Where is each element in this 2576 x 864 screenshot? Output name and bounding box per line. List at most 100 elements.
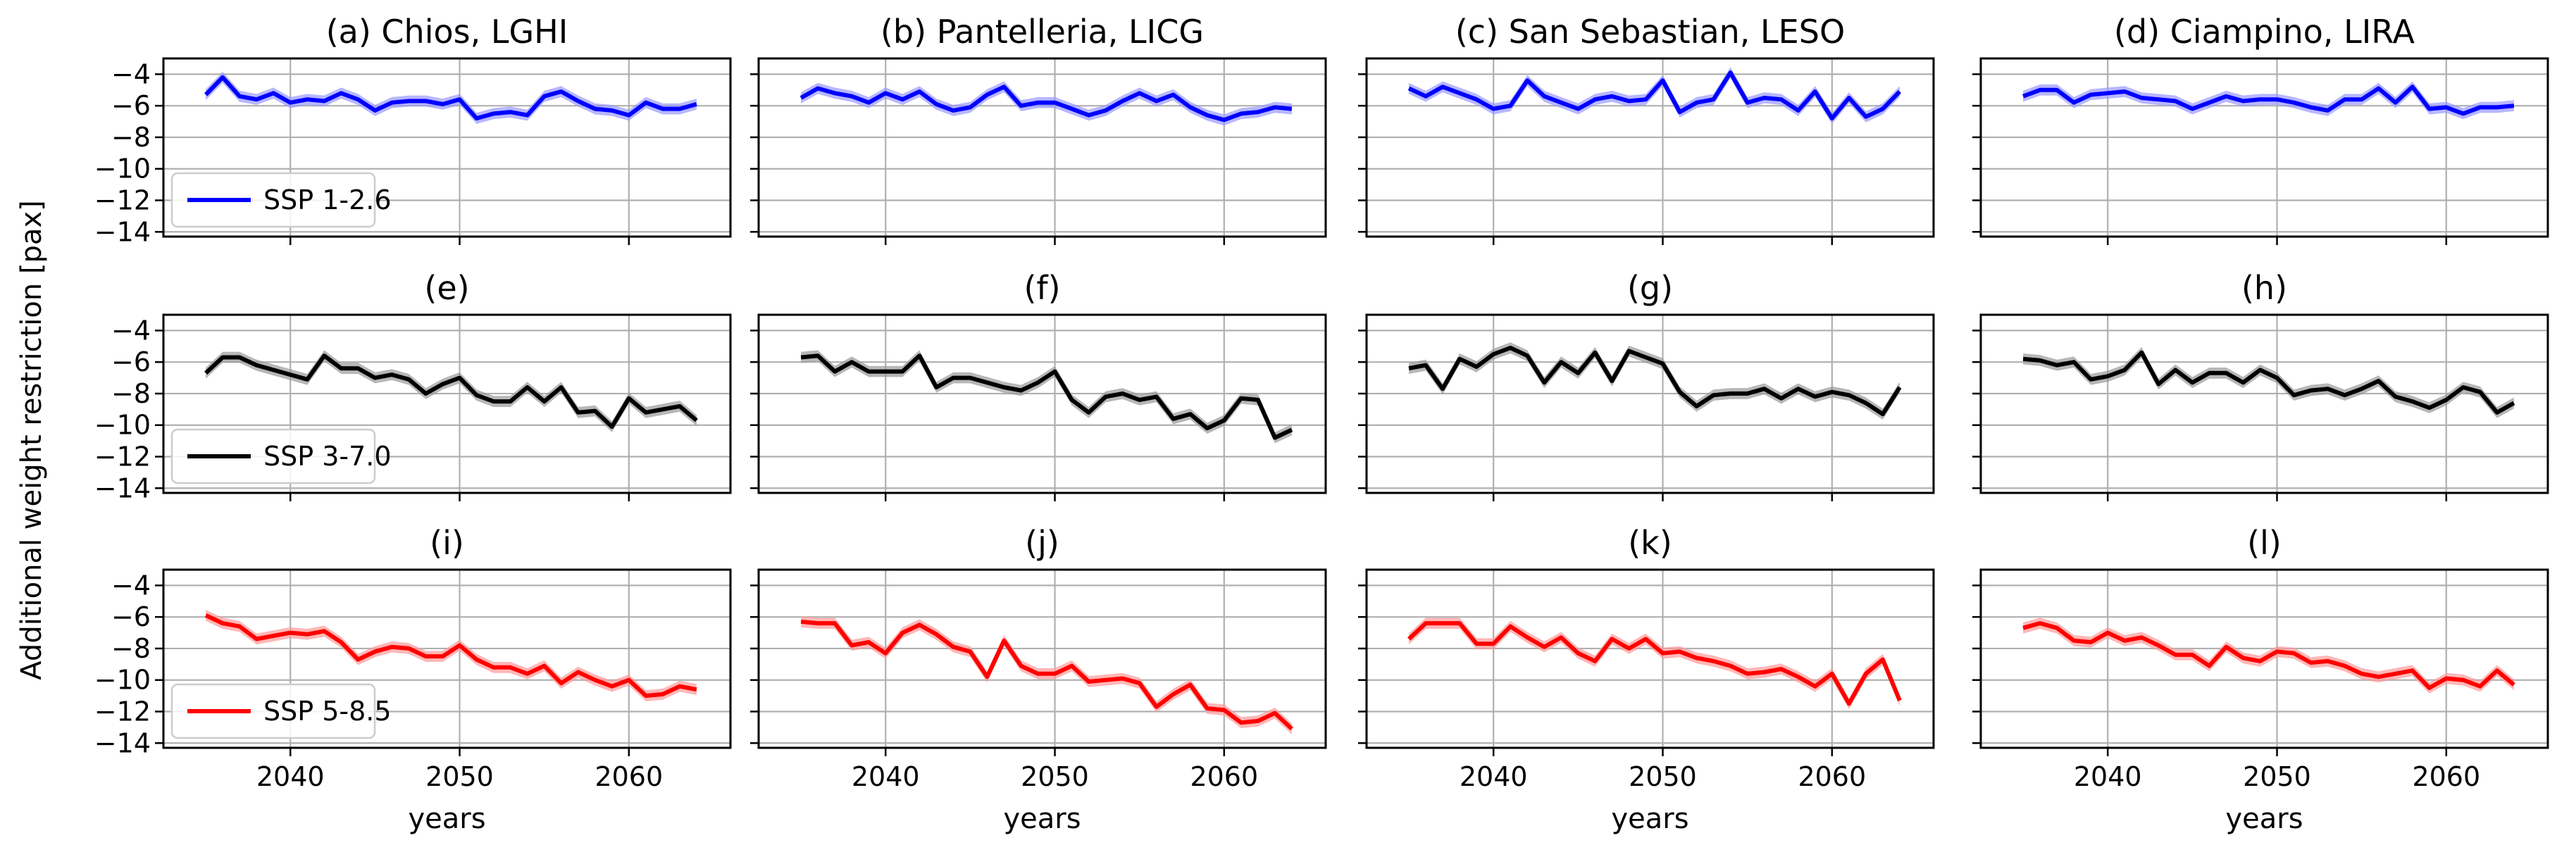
x-tick-label: 2050 [425,761,494,792]
panel-e: (e) −14−12−10−8−6−4 SSP 3-7.0 [94,269,732,503]
panel-g: (g) [1358,269,1935,501]
data-point [1645,99,1647,101]
data-point [1865,115,1867,118]
data-point [1459,92,1461,94]
y-tick-label: −6 [111,90,151,121]
data-point [1172,94,1174,96]
y-tick-label: −8 [111,633,151,664]
data-point [526,672,528,675]
data-point [1105,396,1107,398]
data-point [1138,92,1140,94]
panel-f: (f) [750,269,1327,501]
data-point [2107,375,2109,377]
data-point [1037,672,1039,675]
data-point [408,647,410,649]
panel-title: (i) [430,524,464,562]
data-point [2225,95,2227,97]
data-point [273,92,275,94]
data-point [239,625,241,627]
panel-title: (f) [1023,269,1060,307]
data-point [2208,101,2210,104]
data-point [2090,378,2092,380]
data-point [969,377,971,379]
data-point [357,99,359,101]
data-point [2141,96,2143,99]
data-point [2141,637,2143,639]
data-point [2022,627,2024,629]
data-point [1814,91,1816,93]
data-point [2124,369,2126,371]
y-tick-label: −14 [94,472,151,503]
data-point [205,614,207,616]
legend-box [170,683,376,739]
data-point [1560,101,1562,104]
series-line [204,353,698,429]
data-point [969,651,971,653]
data-point [374,377,376,379]
data-point [1442,86,1444,88]
data-point [509,111,511,113]
legend: SSP 3-7.0 [170,428,392,484]
data-point [306,378,309,380]
data-point [661,693,664,695]
data-point [594,679,596,681]
panel-b: (b) Pantelleria, LICG [750,13,1327,245]
data-point [1476,99,1478,101]
data-point [1898,386,1900,388]
data-point [2208,372,2210,374]
data-point [1797,388,1799,390]
data-point [2259,369,2261,371]
data-point [817,622,819,625]
data-point [340,641,342,643]
data-point [2462,386,2464,388]
legend-box [170,172,376,228]
data-point [611,109,613,111]
data-point [645,695,647,697]
series-line [2022,350,2515,415]
data-point [1645,638,1647,640]
data-point [1780,668,1782,670]
data-point [2377,676,2379,678]
data-point [1206,708,1208,710]
data-point [543,401,545,403]
x-axis-label: years [1003,803,1081,835]
data-point [2141,351,2143,353]
uncertainty-band [801,350,1292,444]
data-point [239,356,241,358]
data-point [611,425,613,427]
data-point [2073,639,2075,641]
data-point [1189,684,1191,686]
data-point [2428,108,2430,110]
data-point [2158,383,2160,385]
data-point [2073,101,2075,104]
data-point [1526,637,1529,639]
data-point [661,108,664,110]
x-tick-label: 2050 [1629,761,1697,792]
data-point [2479,685,2481,687]
data-point [661,408,664,411]
data-point [2174,100,2177,102]
data-point [2479,106,2481,108]
data-point [2090,641,2092,643]
data-point [1121,677,1124,680]
data-point [391,101,393,104]
data-point [919,624,921,626]
x-tick-label: 2060 [2412,761,2480,792]
uncertainty-band [2023,346,2514,418]
panel-k: (k) 2040 2050 2060 years [1358,524,1935,835]
data-point [1679,651,1681,653]
x-tick-label: 2040 [852,761,920,792]
data-point [1746,101,1748,104]
x-tick-label: 2050 [1021,761,1089,792]
data-point [834,622,836,625]
data-point [1831,118,1833,120]
data-point [1814,396,1816,398]
data-point [1729,72,1731,74]
data-point [1003,86,1005,88]
data-point [475,118,478,120]
data-point [628,397,630,399]
axes-frame [162,568,732,749]
data-point [2445,106,2447,108]
data-point [1577,652,1579,654]
data-point [1071,399,1073,401]
